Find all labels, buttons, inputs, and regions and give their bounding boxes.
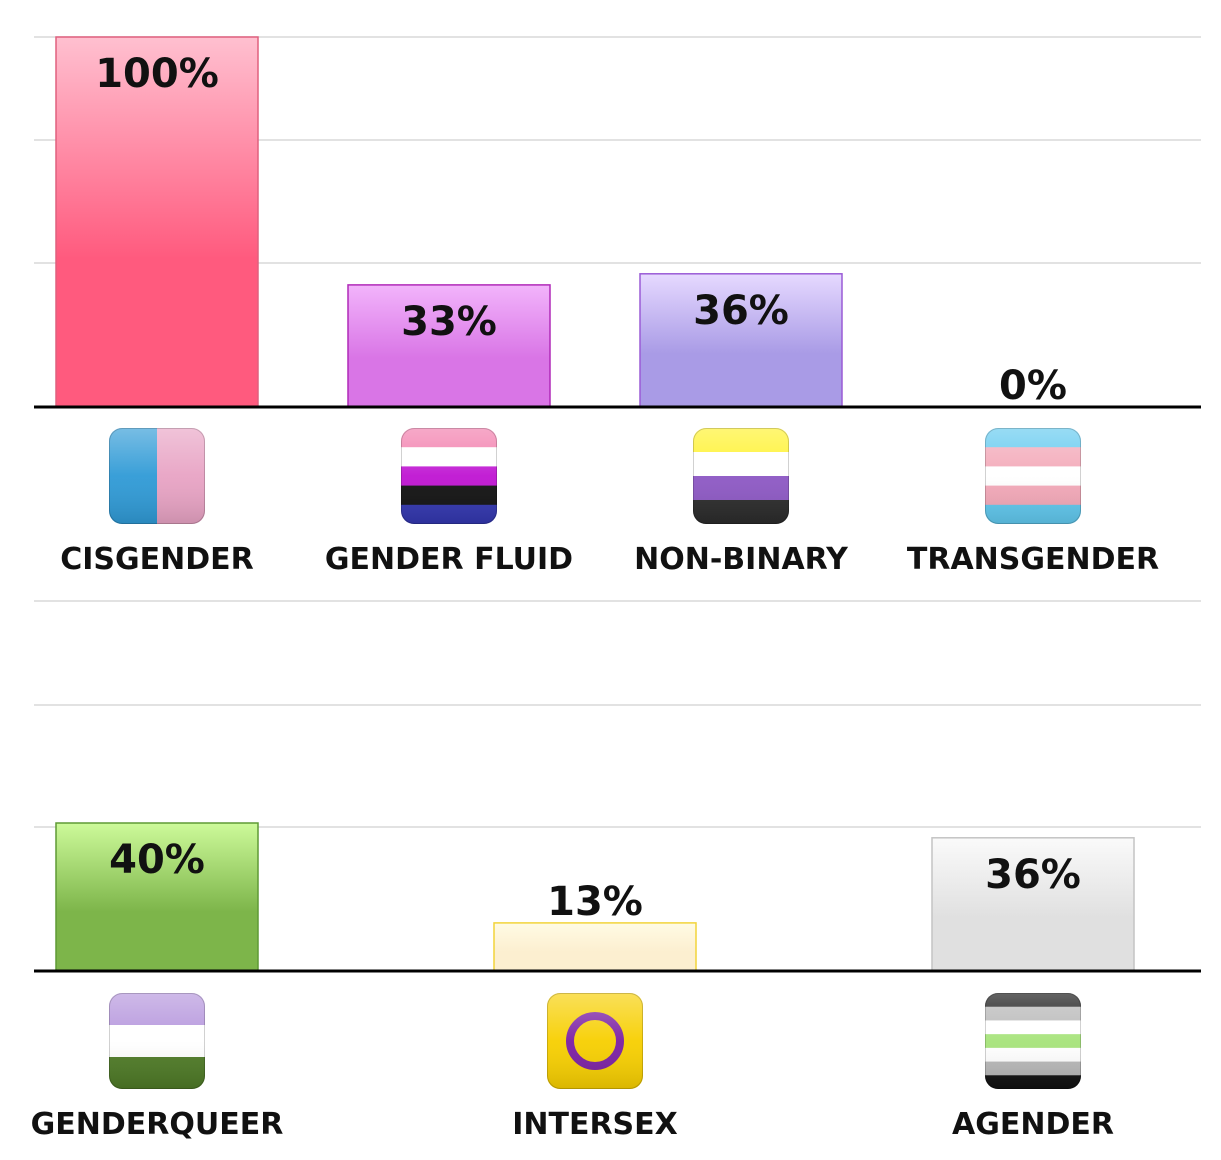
bar-intersex — [493, 922, 697, 972]
value-label: 0% — [999, 363, 1067, 409]
bar-cisgender — [55, 36, 259, 408]
transgender-flag-icon — [985, 428, 1081, 524]
value-label: 13% — [547, 879, 643, 925]
category-label: NON-BINARY — [634, 542, 849, 577]
value-label: 100% — [95, 51, 219, 97]
category-label: AGENDER — [952, 1107, 1114, 1142]
category-label: GENDER FLUID — [325, 542, 573, 577]
bar-agender — [931, 837, 1135, 972]
intersex-flag-icon — [547, 993, 643, 1089]
category-label: GENDERQUEER — [31, 1107, 284, 1142]
cisgender-flag-icon — [109, 428, 205, 524]
bar-non-binary — [639, 273, 843, 408]
agender-flag-icon — [985, 993, 1081, 1089]
value-label: 33% — [401, 299, 497, 345]
category-label: INTERSEX — [512, 1107, 678, 1142]
value-label: 40% — [109, 837, 205, 883]
bar-gender-fluid — [347, 284, 551, 408]
value-label: 36% — [693, 288, 789, 334]
value-label: 36% — [985, 852, 1081, 898]
genderqueer-flag-icon — [109, 993, 205, 1089]
category-label: TRANSGENDER — [907, 542, 1159, 577]
category-label: CISGENDER — [60, 542, 254, 577]
bar-genderqueer — [55, 822, 259, 972]
nonbinary-flag-icon — [693, 428, 789, 524]
genderfluid-flag-icon — [401, 428, 497, 524]
